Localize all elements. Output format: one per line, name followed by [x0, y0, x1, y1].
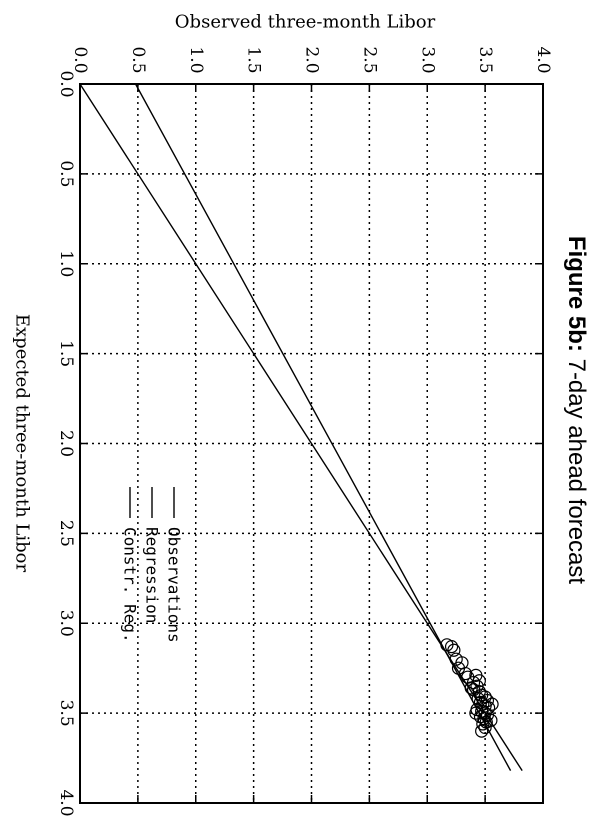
observation-point: [484, 713, 498, 727]
series-lines: [79, 83, 523, 772]
observation-point: [485, 697, 499, 711]
observation-point: [469, 668, 483, 682]
grid: [79, 83, 544, 804]
y-tick-label: 2.5: [359, 46, 379, 73]
x-tick-labels: 0.0 0.5 1.0 1.5 2.0 2.5 3.0 3.5 4.0: [56, 70, 76, 816]
y-tick-label: 2.0: [302, 46, 322, 73]
series-line-regression: [134, 83, 512, 771]
series-points: [440, 638, 499, 738]
legend-label: Regression: [143, 527, 162, 623]
y-tick-label: 1.0: [186, 46, 206, 73]
series-line-constr-reg: [79, 83, 523, 772]
x-tick-label: 2.5: [56, 520, 76, 547]
y-tick-labels: 0.0 0.5 1.0 1.5 2.0 2.5 3.0 3.5 4.0: [70, 46, 553, 73]
x-tick-label: 3.0: [56, 610, 76, 637]
chart-title-bold: Figure 5b:: [564, 236, 591, 352]
y-tick-label: 3.5: [475, 46, 495, 73]
observation-point: [469, 706, 483, 720]
observation-point: [447, 643, 461, 657]
chart-title-rest: 7-day ahead forecast: [564, 352, 591, 584]
x-tick-label: 1.0: [56, 250, 76, 277]
y-tick-label: 0.0: [70, 46, 90, 73]
y-tick-label: 3.0: [417, 46, 437, 73]
legend-label: Observations: [165, 527, 184, 643]
plot-area: [79, 83, 544, 804]
legend-label: Constr. Reg.: [121, 527, 140, 643]
x-axis-label: Expected three-month Libor: [12, 314, 33, 573]
x-tick-label: 3.5: [56, 700, 76, 727]
x-tick-label: 1.5: [56, 340, 76, 367]
x-tick-label: 2.0: [56, 430, 76, 457]
x-tick-label: 0.0: [56, 70, 76, 97]
y-tick-label: 0.5: [128, 46, 148, 73]
observation-point: [476, 717, 490, 731]
y-tick-label: 1.5: [244, 46, 264, 73]
y-axis-label: Observed three-month Libor: [175, 12, 436, 33]
observation-point: [475, 724, 489, 738]
y-tick-label: 4.0: [533, 46, 553, 73]
observation-point: [444, 640, 459, 654]
x-tick-label: 4.0: [56, 789, 76, 816]
observation-point: [458, 666, 473, 681]
observation-point: [464, 681, 478, 695]
x-tick-label: 0.5: [56, 160, 76, 187]
chart-title: Figure 5b: 7-day ahead forecast: [564, 236, 591, 584]
